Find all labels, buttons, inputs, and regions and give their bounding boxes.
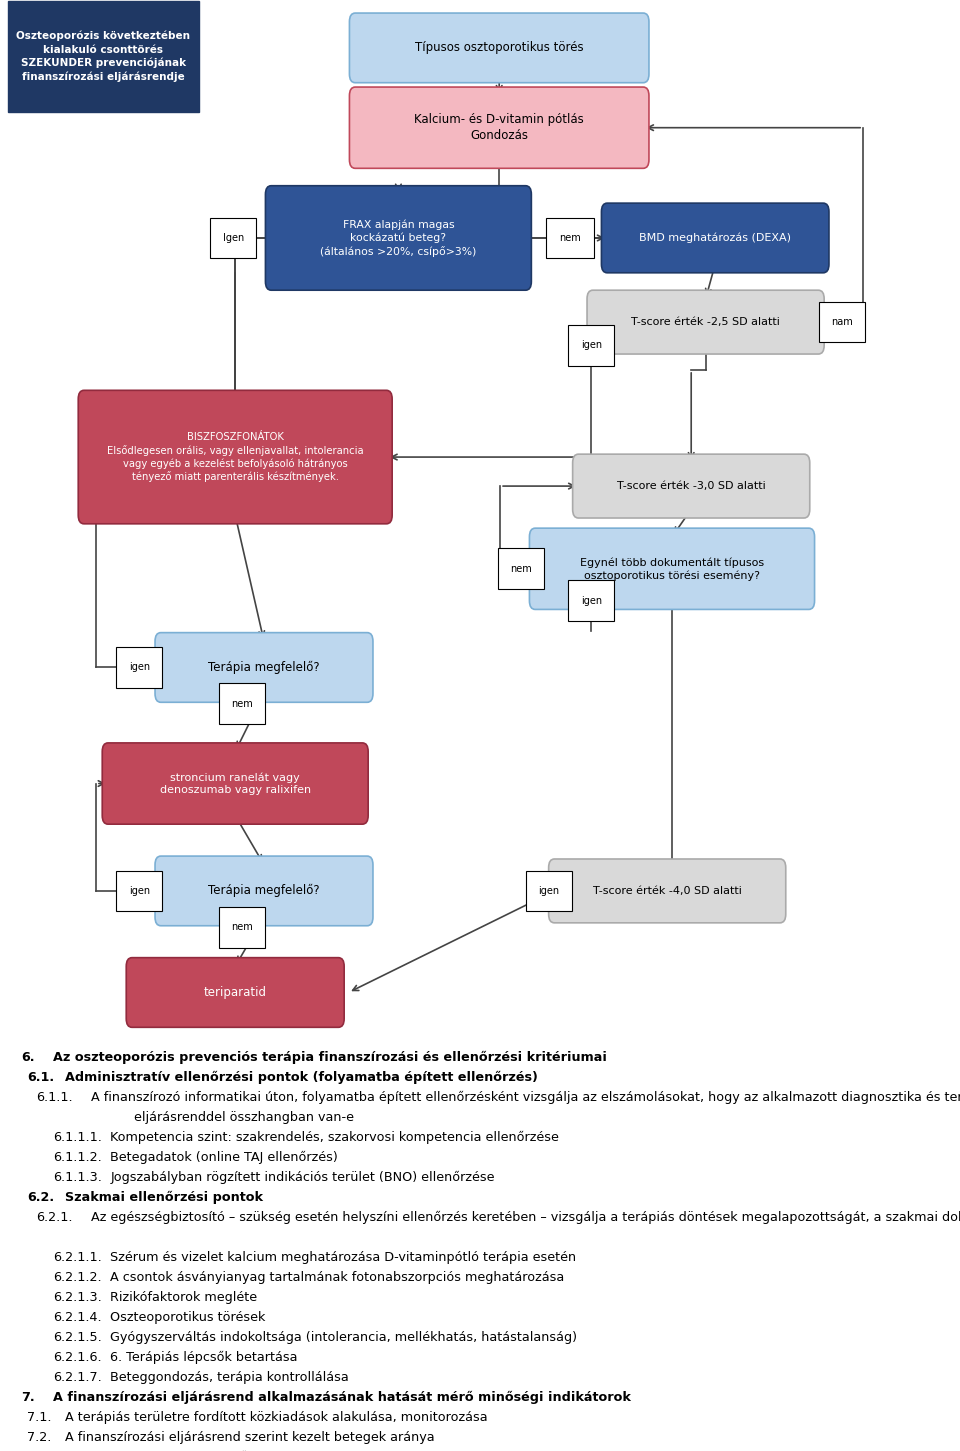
Text: 6.1.1.1.: 6.1.1.1. xyxy=(53,1130,102,1143)
Text: 6.2.1.5.: 6.2.1.5. xyxy=(53,1331,102,1344)
FancyBboxPatch shape xyxy=(8,1,199,112)
FancyBboxPatch shape xyxy=(156,856,372,926)
FancyBboxPatch shape xyxy=(349,87,649,168)
Text: FRAX alapján magas
kockázatú beteg?
(általános >20%, csípő>3%): FRAX alapján magas kockázatú beteg? (ált… xyxy=(321,219,476,257)
Text: 6.1.1.3.: 6.1.1.3. xyxy=(53,1171,102,1184)
Text: A terápiás területre fordított közkiadások alakulása, monitorozása: A terápiás területre fordított közkiadás… xyxy=(65,1410,488,1423)
FancyBboxPatch shape xyxy=(265,186,532,290)
Text: Terápia megfelelő?: Terápia megfelelő? xyxy=(208,660,320,675)
Text: eljárásrenddel összhangban van-e: eljárásrenddel összhangban van-e xyxy=(134,1110,354,1123)
Text: A csontok ásványianyag tartalmának fotonabszorpciós meghatározása: A csontok ásványianyag tartalmának foton… xyxy=(110,1271,564,1284)
Text: igen: igen xyxy=(129,663,150,672)
Text: 6.2.1.3.: 6.2.1.3. xyxy=(53,1291,102,1304)
Text: nem: nem xyxy=(560,234,581,242)
Text: Az oszteoporózis prevenciós terápia finanszírozási és ellenőrzési kritériumai: Az oszteoporózis prevenciós terápia fina… xyxy=(53,1051,607,1064)
Text: 7.: 7. xyxy=(21,1392,35,1405)
FancyBboxPatch shape xyxy=(568,580,614,621)
Text: 6.2.1.7.: 6.2.1.7. xyxy=(53,1371,102,1384)
Text: Oszteoporózis következtében
kialakuló csonttörés
SZEKUNDER prevenciójának
finans: Oszteoporózis következtében kialakuló cs… xyxy=(16,30,190,83)
Text: 6.2.1.2.: 6.2.1.2. xyxy=(53,1271,102,1284)
Text: stroncium ranelát vagy
denoszumab vagy ralixifen: stroncium ranelát vagy denoszumab vagy r… xyxy=(159,772,311,795)
Text: 6.2.1.6.: 6.2.1.6. xyxy=(53,1351,102,1364)
FancyBboxPatch shape xyxy=(102,743,369,824)
Text: Kalcium- és D-vitamin pótlás
Gondozás: Kalcium- és D-vitamin pótlás Gondozás xyxy=(415,113,584,142)
Text: nem: nem xyxy=(231,923,252,932)
Text: Oszteoporotikus törések: Oszteoporotikus törések xyxy=(110,1310,266,1323)
FancyBboxPatch shape xyxy=(587,290,824,354)
Text: Beteggondozás, terápia kontrollálása: Beteggondozás, terápia kontrollálása xyxy=(110,1371,349,1384)
Text: T-score érték -2,5 SD alatti: T-score érték -2,5 SD alatti xyxy=(631,318,780,326)
FancyBboxPatch shape xyxy=(601,203,828,273)
Text: Adminisztratív ellenőrzési pontok (folyamatba épített ellenőrzés): Adminisztratív ellenőrzési pontok (folya… xyxy=(65,1071,539,1084)
Text: Betegadatok (online TAJ ellenőrzés): Betegadatok (online TAJ ellenőrzés) xyxy=(110,1151,338,1164)
FancyBboxPatch shape xyxy=(572,454,810,518)
Text: nam: nam xyxy=(831,318,852,326)
Text: Igen: Igen xyxy=(223,234,244,242)
FancyBboxPatch shape xyxy=(526,871,572,911)
Text: 7.1.: 7.1. xyxy=(27,1410,52,1423)
Text: 6.2.1.4.: 6.2.1.4. xyxy=(53,1310,102,1323)
FancyBboxPatch shape xyxy=(156,633,372,702)
Text: Egynél több dokumentált típusos
osztoporotikus törési esemény?: Egynél több dokumentált típusos osztopor… xyxy=(580,557,764,580)
Text: Szérum és vizelet kalcium meghatározása D-vitaminpótló terápia esetén: Szérum és vizelet kalcium meghatározása … xyxy=(110,1251,577,1264)
FancyBboxPatch shape xyxy=(219,907,265,948)
Text: A finanszírozási eljárásrend szerint kezelt betegek aránya: A finanszírozási eljárásrend szerint kez… xyxy=(65,1431,435,1444)
FancyBboxPatch shape xyxy=(116,871,162,911)
Text: 6.1.1.2.: 6.1.1.2. xyxy=(53,1151,102,1164)
Text: Típusos osztoporotikus törés: Típusos osztoporotikus törés xyxy=(415,42,584,54)
FancyBboxPatch shape xyxy=(546,218,594,258)
Text: igen: igen xyxy=(129,887,150,895)
Text: Gyógyszerváltás indokoltsága (intolerancia, mellékhatás, hatástalanság): Gyógyszerváltás indokoltsága (intoleranc… xyxy=(110,1331,577,1344)
Text: igen: igen xyxy=(539,887,560,895)
Text: igen: igen xyxy=(581,596,602,605)
Text: teriparatid: teriparatid xyxy=(204,987,267,998)
Text: Terápia megfelelő?: Terápia megfelelő? xyxy=(208,884,320,898)
Text: Az egészségbiztosító – szükség esetén helyszíni ellenőrzés keretében – vizsgálja: Az egészségbiztosító – szükség esetén he… xyxy=(91,1210,960,1223)
Text: A finanszírozó informatikai úton, folyamatba épített ellenőrzésként vizsgálja az: A finanszírozó informatikai úton, folyam… xyxy=(91,1091,960,1104)
FancyBboxPatch shape xyxy=(210,218,256,258)
Text: Kompetencia szint: szakrendelés, szakorvosi kompetencia ellenőrzése: Kompetencia szint: szakrendelés, szakorv… xyxy=(110,1130,560,1143)
Text: Rizikófaktorok megléte: Rizikófaktorok megléte xyxy=(110,1291,257,1304)
Text: 6.2.: 6.2. xyxy=(27,1191,54,1204)
FancyBboxPatch shape xyxy=(568,325,614,366)
FancyBboxPatch shape xyxy=(349,13,649,83)
Text: 6.: 6. xyxy=(21,1051,35,1064)
FancyBboxPatch shape xyxy=(116,647,162,688)
Text: Szakmai ellenőrzési pontok: Szakmai ellenőrzési pontok xyxy=(65,1191,263,1204)
Text: 6.1.1.: 6.1.1. xyxy=(36,1091,73,1104)
FancyBboxPatch shape xyxy=(498,548,544,589)
FancyBboxPatch shape xyxy=(548,859,785,923)
FancyBboxPatch shape xyxy=(529,528,814,609)
FancyBboxPatch shape xyxy=(819,302,865,342)
Text: T-score érték -4,0 SD alatti: T-score érték -4,0 SD alatti xyxy=(592,887,742,895)
Text: igen: igen xyxy=(581,341,602,350)
Text: BMD meghatározás (DEXA): BMD meghatározás (DEXA) xyxy=(639,232,791,244)
Text: 6.1.: 6.1. xyxy=(27,1071,54,1084)
Text: 6.2.1.1.: 6.2.1.1. xyxy=(53,1251,102,1264)
Text: 6.2.1.: 6.2.1. xyxy=(36,1210,73,1223)
Text: T-score érték -3,0 SD alatti: T-score érték -3,0 SD alatti xyxy=(617,482,765,490)
Text: nem: nem xyxy=(231,699,252,708)
FancyBboxPatch shape xyxy=(219,683,265,724)
FancyBboxPatch shape xyxy=(127,958,345,1027)
Text: A finanszírozási eljárásrend alkalmazásának hatását mérő minőségi indikátorok: A finanszírozási eljárásrend alkalmazásá… xyxy=(53,1392,631,1405)
Text: nem: nem xyxy=(511,564,532,573)
Text: BISZFOSZFONÁTOK
Elsődlegesen orális, vagy ellenjavallat, intolerancia
vagy egyéb: BISZFOSZFONÁTOK Elsődlegesen orális, vag… xyxy=(107,432,364,482)
Text: Jogszabályban rögzített indikációs terület (BNO) ellenőrzése: Jogszabályban rögzített indikációs terül… xyxy=(110,1171,495,1184)
Text: 7.2.: 7.2. xyxy=(27,1431,51,1444)
Text: 6. Terápiás lépcsők betartása: 6. Terápiás lépcsők betartása xyxy=(110,1351,298,1364)
FancyBboxPatch shape xyxy=(78,390,392,524)
